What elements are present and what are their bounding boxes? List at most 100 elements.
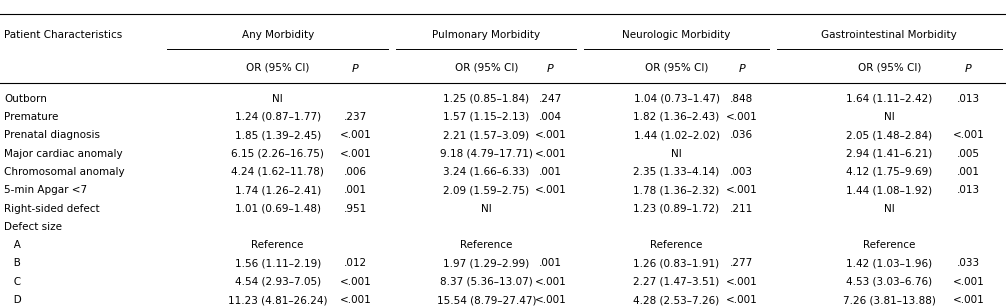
- Text: NI: NI: [273, 94, 283, 103]
- Text: <.001: <.001: [534, 130, 566, 140]
- Text: 5-min Apgar <7: 5-min Apgar <7: [4, 185, 88, 195]
- Text: 4.24 (1.62–11.78): 4.24 (1.62–11.78): [231, 167, 324, 177]
- Text: .001: .001: [539, 167, 562, 177]
- Text: <.001: <.001: [340, 277, 371, 287]
- Text: Prenatal diagnosis: Prenatal diagnosis: [4, 130, 100, 140]
- Text: 1.04 (0.73–1.47): 1.04 (0.73–1.47): [634, 94, 719, 103]
- Text: .848: .848: [730, 94, 753, 103]
- Text: .036: .036: [730, 130, 753, 140]
- Text: .003: .003: [730, 167, 753, 177]
- Text: 15.54 (8.79–27.47): 15.54 (8.79–27.47): [437, 295, 536, 305]
- Text: Outborn: Outborn: [4, 94, 47, 103]
- Text: .211: .211: [730, 204, 753, 213]
- Text: Reference: Reference: [252, 240, 304, 250]
- Text: <.001: <.001: [726, 295, 758, 305]
- Text: .001: .001: [539, 258, 562, 269]
- Text: NI: NI: [671, 148, 682, 159]
- Text: Reference: Reference: [460, 240, 513, 250]
- Text: 1.23 (0.89–1.72): 1.23 (0.89–1.72): [634, 204, 719, 213]
- Text: Chromosomal anomaly: Chromosomal anomaly: [4, 167, 125, 177]
- Text: Patient Characteristics: Patient Characteristics: [4, 30, 123, 40]
- Text: 1.44 (1.02–2.02): 1.44 (1.02–2.02): [634, 130, 719, 140]
- Text: 1.85 (1.39–2.45): 1.85 (1.39–2.45): [234, 130, 321, 140]
- Text: Reference: Reference: [650, 240, 703, 250]
- Text: 1.82 (1.36–2.43): 1.82 (1.36–2.43): [634, 112, 719, 122]
- Text: 4.54 (2.93–7.05): 4.54 (2.93–7.05): [234, 277, 321, 287]
- Text: Right-sided defect: Right-sided defect: [4, 204, 100, 213]
- Text: 1.44 (1.08–1.92): 1.44 (1.08–1.92): [846, 185, 933, 195]
- Text: Reference: Reference: [863, 240, 915, 250]
- Text: 1.42 (1.03–1.96): 1.42 (1.03–1.96): [846, 258, 933, 269]
- Text: NI: NI: [884, 204, 894, 213]
- Text: $\it{P}$: $\it{P}$: [351, 62, 360, 74]
- Text: <.001: <.001: [726, 112, 758, 122]
- Text: Pulmonary Morbidity: Pulmonary Morbidity: [433, 30, 540, 40]
- Text: <.001: <.001: [340, 148, 371, 159]
- Text: $\it{P}$: $\it{P}$: [737, 62, 746, 74]
- Text: .001: .001: [957, 167, 980, 177]
- Text: $\it{P}$: $\it{P}$: [965, 62, 973, 74]
- Text: <.001: <.001: [534, 295, 566, 305]
- Text: Gastrointestinal Morbidity: Gastrointestinal Morbidity: [822, 30, 957, 40]
- Text: A: A: [4, 240, 21, 250]
- Text: 8.37 (5.36–13.07): 8.37 (5.36–13.07): [440, 277, 533, 287]
- Text: 11.23 (4.81–26.24): 11.23 (4.81–26.24): [228, 295, 327, 305]
- Text: 4.12 (1.75–9.69): 4.12 (1.75–9.69): [846, 167, 933, 177]
- Text: 7.26 (3.81–13.88): 7.26 (3.81–13.88): [843, 295, 936, 305]
- Text: 1.97 (1.29–2.99): 1.97 (1.29–2.99): [444, 258, 529, 269]
- Text: .001: .001: [344, 185, 367, 195]
- Text: NI: NI: [884, 112, 894, 122]
- Text: 1.25 (0.85–1.84): 1.25 (0.85–1.84): [444, 94, 529, 103]
- Text: <.001: <.001: [534, 277, 566, 287]
- Text: Major cardiac anomaly: Major cardiac anomaly: [4, 148, 123, 159]
- Text: Defect size: Defect size: [4, 222, 62, 232]
- Text: .277: .277: [730, 258, 753, 269]
- Text: 1.57 (1.15–2.13): 1.57 (1.15–2.13): [444, 112, 529, 122]
- Text: .951: .951: [344, 204, 367, 213]
- Text: .247: .247: [539, 94, 562, 103]
- Text: 2.05 (1.48–2.84): 2.05 (1.48–2.84): [846, 130, 933, 140]
- Text: <.001: <.001: [340, 295, 371, 305]
- Text: Neurologic Morbidity: Neurologic Morbidity: [623, 30, 730, 40]
- Text: 1.24 (0.87–1.77): 1.24 (0.87–1.77): [234, 112, 321, 122]
- Text: C: C: [4, 277, 21, 287]
- Text: .004: .004: [539, 112, 562, 122]
- Text: <.001: <.001: [726, 185, 758, 195]
- Text: <.001: <.001: [340, 130, 371, 140]
- Text: <.001: <.001: [953, 130, 985, 140]
- Text: Any Morbidity: Any Morbidity: [241, 30, 314, 40]
- Text: .013: .013: [957, 94, 980, 103]
- Text: 6.15 (2.26–16.75): 6.15 (2.26–16.75): [231, 148, 324, 159]
- Text: <.001: <.001: [726, 277, 758, 287]
- Text: 4.53 (3.03–6.76): 4.53 (3.03–6.76): [846, 277, 933, 287]
- Text: OR (95% CI): OR (95% CI): [455, 63, 518, 73]
- Text: 3.24 (1.66–6.33): 3.24 (1.66–6.33): [444, 167, 529, 177]
- Text: <.001: <.001: [953, 295, 985, 305]
- Text: 1.64 (1.11–2.42): 1.64 (1.11–2.42): [846, 94, 933, 103]
- Text: B: B: [4, 258, 21, 269]
- Text: OR (95% CI): OR (95% CI): [858, 63, 920, 73]
- Text: D: D: [4, 295, 22, 305]
- Text: 9.18 (4.79–17.71): 9.18 (4.79–17.71): [440, 148, 533, 159]
- Text: 1.74 (1.26–2.41): 1.74 (1.26–2.41): [234, 185, 321, 195]
- Text: .013: .013: [957, 185, 980, 195]
- Text: .005: .005: [957, 148, 980, 159]
- Text: 1.01 (0.69–1.48): 1.01 (0.69–1.48): [234, 204, 321, 213]
- Text: <.001: <.001: [953, 277, 985, 287]
- Text: OR (95% CI): OR (95% CI): [246, 63, 309, 73]
- Text: 2.35 (1.33–4.14): 2.35 (1.33–4.14): [634, 167, 719, 177]
- Text: 4.28 (2.53–7.26): 4.28 (2.53–7.26): [634, 295, 719, 305]
- Text: .237: .237: [344, 112, 367, 122]
- Text: OR (95% CI): OR (95% CI): [645, 63, 708, 73]
- Text: Premature: Premature: [4, 112, 58, 122]
- Text: $\it{P}$: $\it{P}$: [546, 62, 554, 74]
- Text: NI: NI: [481, 204, 492, 213]
- Text: <.001: <.001: [534, 148, 566, 159]
- Text: .006: .006: [344, 167, 367, 177]
- Text: .033: .033: [957, 258, 980, 269]
- Text: 2.27 (1.47–3.51): 2.27 (1.47–3.51): [634, 277, 719, 287]
- Text: .012: .012: [344, 258, 367, 269]
- Text: 2.09 (1.59–2.75): 2.09 (1.59–2.75): [444, 185, 529, 195]
- Text: 1.56 (1.11–2.19): 1.56 (1.11–2.19): [234, 258, 321, 269]
- Text: 2.94 (1.41–6.21): 2.94 (1.41–6.21): [846, 148, 933, 159]
